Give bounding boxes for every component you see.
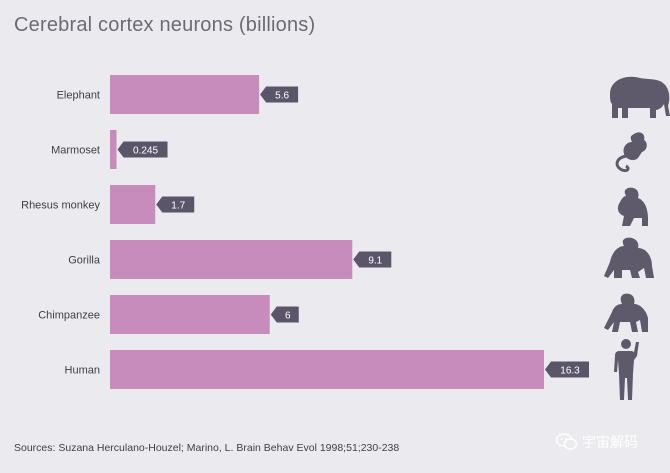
- elephant-shape: [610, 76, 670, 118]
- category-label: Marmoset: [51, 145, 100, 157]
- wechat-icon: [556, 433, 578, 450]
- gorilla-icon: [604, 237, 654, 278]
- category-label: Chimpanzee: [38, 310, 100, 322]
- value-tag: [260, 86, 299, 103]
- bar: [110, 295, 270, 334]
- value-tag: [353, 251, 392, 268]
- bar: [110, 130, 117, 169]
- value-label: 9.1: [368, 256, 382, 267]
- marmoset-shape: [623, 132, 647, 161]
- value-label: 5.6: [275, 91, 289, 102]
- source-note: Sources: Suzana Herculano-Houzel; Marino…: [14, 442, 400, 454]
- category-label: Gorilla: [68, 255, 101, 267]
- bar: [110, 75, 260, 114]
- bar: [110, 185, 156, 224]
- chimpanzee-shape: [604, 293, 648, 332]
- human-icon: [614, 339, 639, 400]
- value-tag: [270, 306, 299, 323]
- monkey-shape: [617, 187, 648, 226]
- marmoset-tail: [615, 154, 630, 172]
- elephant-icon: [610, 76, 670, 118]
- monkey-icon: [617, 187, 648, 226]
- chart-title: Cerebral cortex neurons (billions): [14, 14, 316, 36]
- bar: [110, 240, 353, 279]
- category-label: Elephant: [57, 90, 100, 102]
- category-label: Human: [65, 365, 100, 377]
- marmoset-icon: [615, 132, 647, 172]
- bar-chart: Elephant 5.6 Marmoset 0.245 Rhesus monkey 1.7…: [21, 75, 670, 400]
- value-tag: [117, 141, 168, 158]
- category-label: Rhesus monkey: [21, 200, 100, 212]
- watermark-text: 宇宙解码: [582, 434, 638, 450]
- chimpanzee-icon: [604, 293, 648, 332]
- bar: [110, 350, 544, 389]
- value-label: 6: [285, 311, 291, 322]
- value-tag: [156, 196, 195, 213]
- value-tag: [545, 361, 589, 378]
- gorilla-shape: [604, 237, 654, 278]
- human-body: [614, 342, 639, 400]
- value-label: 1.7: [171, 201, 185, 212]
- watermark: 宇宙解码: [556, 432, 638, 452]
- value-label: 0.245: [133, 146, 158, 157]
- human-head: [621, 339, 631, 349]
- value-label: 16.3: [560, 366, 580, 377]
